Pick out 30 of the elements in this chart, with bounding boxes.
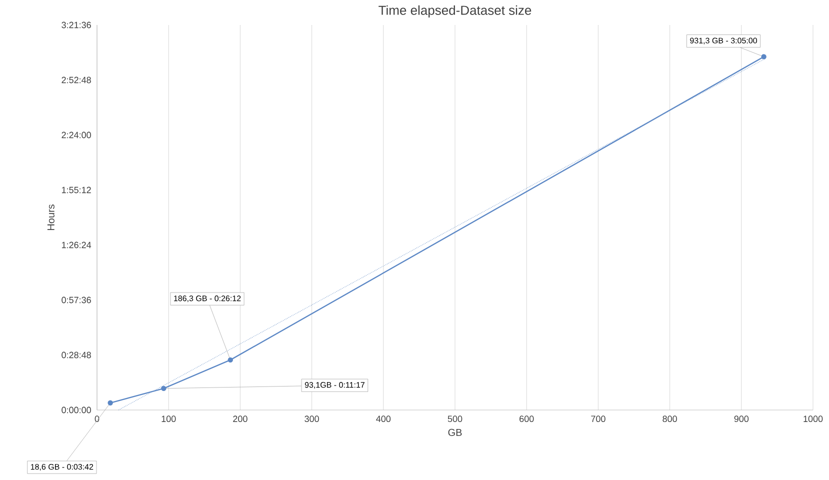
- x-tick-label: 0: [94, 416, 100, 422]
- y-tick-label: 2:52:48: [62, 76, 91, 84]
- point: [161, 386, 166, 392]
- y-tick-label: 0:57:36: [62, 296, 91, 304]
- y-tick-label: 1:55:12: [62, 186, 91, 194]
- x-tick-label: 800: [662, 416, 677, 422]
- y-tick-label: 1:26:24: [62, 242, 92, 248]
- x-axis-title: GB: [448, 428, 462, 436]
- x-tick-label: 200: [233, 416, 248, 422]
- x-tick-label: 600: [520, 416, 534, 422]
- y-tick-label: 0:28:48: [62, 352, 91, 358]
- point: [228, 357, 233, 363]
- x-tick-label: 700: [591, 416, 606, 422]
- annotation: 93,1GB - 0:11:17: [304, 382, 364, 389]
- y-tick-label: 2:24:00: [62, 132, 91, 138]
- chart-title: Time elapsed-Dataset size: [378, 5, 532, 18]
- y-tick-label: 3:21:36: [62, 22, 91, 28]
- point: [108, 400, 113, 406]
- x-tick-label: 300: [304, 416, 319, 422]
- annotation: 18,6 GB - 0:03:42: [30, 464, 94, 471]
- y-axis-title: Hours: [47, 204, 54, 230]
- y-tick-label: 0:00:00: [62, 406, 91, 414]
- x-tick-label: 1000: [804, 416, 823, 422]
- x-tick-label: 400: [376, 416, 391, 422]
- annotation: 931,3 GB - 3:05:00: [690, 38, 757, 44]
- annotation: 186,3 GB - 0:26:12: [174, 296, 241, 302]
- x-tick-label: 900: [734, 416, 749, 422]
- point: [761, 54, 766, 60]
- x-tick-label: 500: [448, 416, 462, 422]
- x-tick-label: 100: [162, 416, 176, 422]
